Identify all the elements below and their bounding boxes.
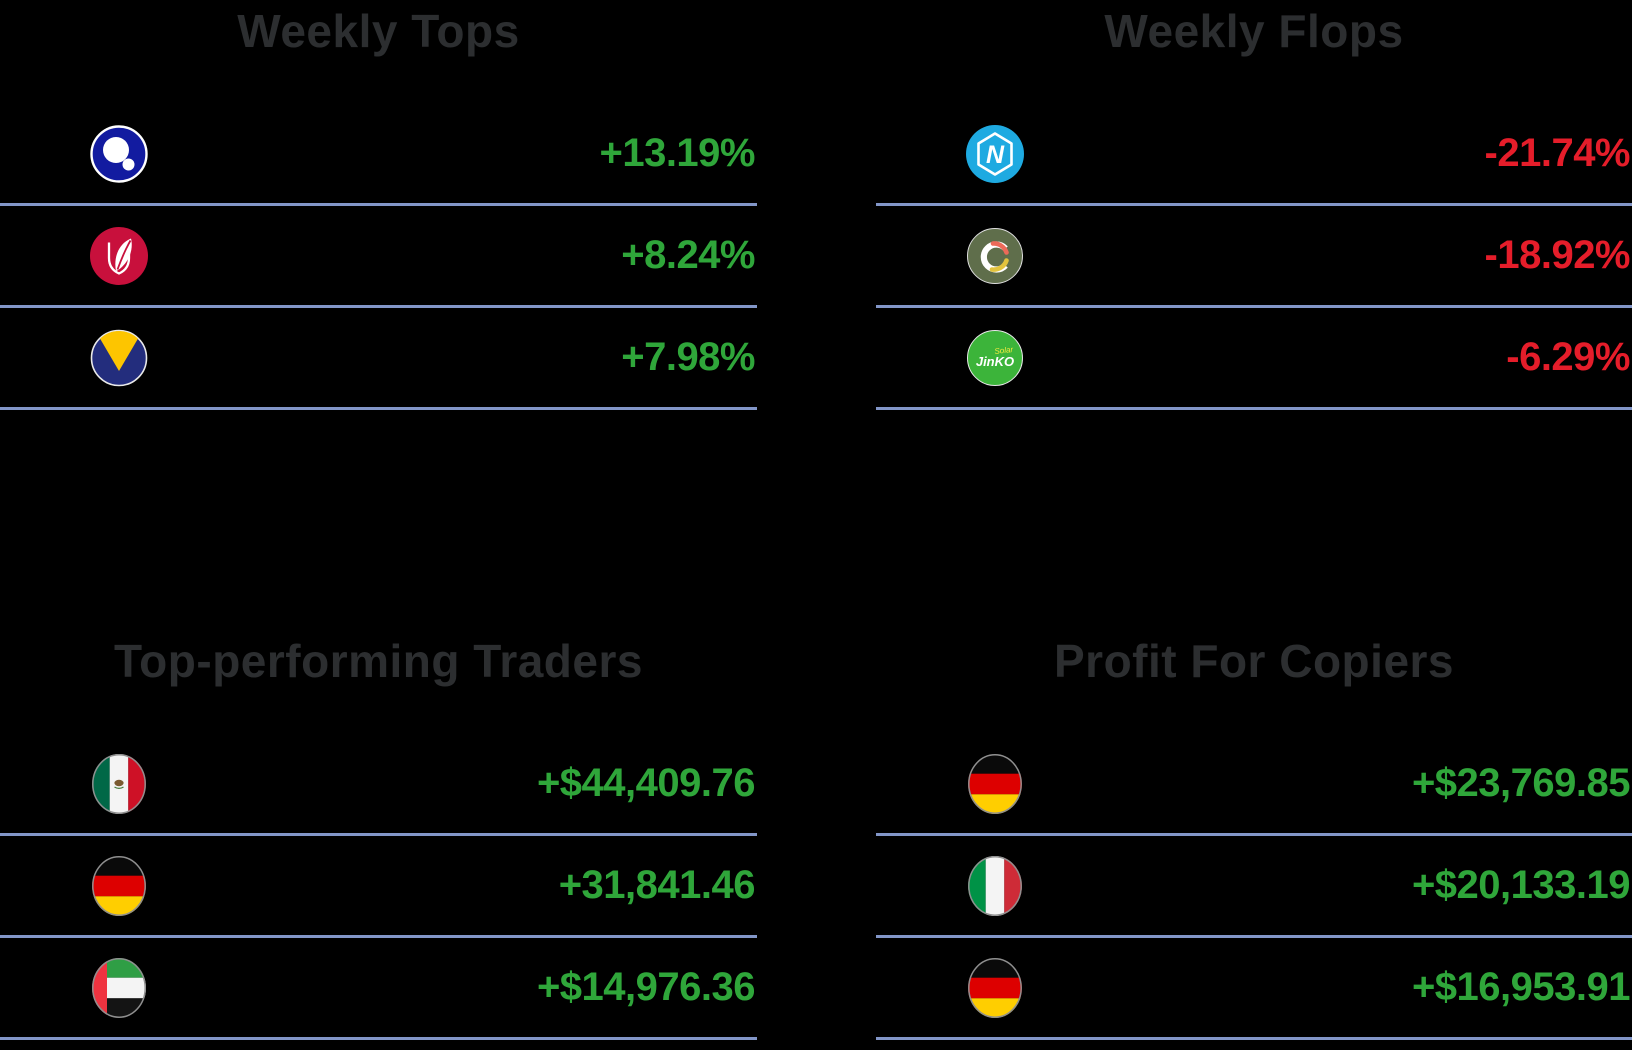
- list-item[interactable]: +$23,769.85: [876, 734, 1632, 836]
- section-title: Weekly Flops: [1104, 5, 1404, 57]
- uae-flag-icon: [89, 957, 149, 1019]
- svg-text:Solar: Solar: [994, 345, 1014, 356]
- weekly-flops-list: N -21.74% -18.92%: [876, 104, 1632, 410]
- list-item[interactable]: +$14,976.36: [0, 938, 757, 1040]
- list-item[interactable]: +$44,409.76: [0, 734, 757, 836]
- list-item[interactable]: +8.24%: [0, 206, 757, 308]
- svg-text:JinKO: JinKO: [976, 354, 1014, 369]
- shield-leaf-logo-icon: [89, 225, 149, 287]
- n-hexagon-logo-icon: N: [965, 123, 1025, 185]
- change-percent: +7.98%: [621, 335, 755, 379]
- change-percent: -21.74%: [1484, 131, 1631, 175]
- list-item[interactable]: +31,841.46: [0, 836, 757, 938]
- multicolor-c-logo-icon: [965, 225, 1025, 287]
- change-percent: -18.92%: [1484, 233, 1631, 277]
- profit-copiers-list: +$23,769.85 +$20,133.19: [876, 734, 1632, 1040]
- yellow-v-logo-icon: [89, 327, 149, 389]
- italy-flag-icon: [965, 855, 1025, 917]
- list-item[interactable]: +$20,133.19: [876, 836, 1632, 938]
- germany-flag-icon: [89, 855, 149, 917]
- section-title: Profit For Copiers: [1053, 635, 1455, 687]
- profit-amount: +$23,769.85: [1411, 761, 1631, 805]
- change-percent: -6.29%: [1506, 335, 1630, 379]
- germany-flag-icon: [965, 957, 1025, 1019]
- top-traders-list: +$44,409.76 +31,841.46: [0, 734, 757, 1040]
- list-item[interactable]: N -21.74%: [876, 104, 1632, 206]
- jinko-solar-logo-icon: Solar JinKO: [965, 327, 1025, 389]
- weekly-tops-section: Weekly Tops +13.19%: [0, 0, 757, 630]
- profit-amount: +$16,953.91: [1411, 965, 1631, 1009]
- change-percent: +13.19%: [599, 131, 755, 175]
- blue-dots-logo-icon: [89, 123, 149, 185]
- profit-amount: +31,841.46: [558, 863, 756, 907]
- list-item[interactable]: +$16,953.91: [876, 938, 1632, 1040]
- weekly-tops-list: +13.19% +8.24%: [0, 104, 757, 410]
- profit-amount: +$14,976.36: [536, 965, 756, 1009]
- list-item[interactable]: -18.92%: [876, 206, 1632, 308]
- list-item[interactable]: +13.19%: [0, 104, 757, 206]
- svg-text:N: N: [986, 141, 1005, 169]
- top-traders-section: Top-performing Traders: [0, 630, 757, 1050]
- mexico-flag-icon: [89, 753, 149, 815]
- germany-flag-icon: [965, 753, 1025, 815]
- profit-copiers-section: Profit For Copiers +$23,769.85: [876, 630, 1632, 1050]
- list-item[interactable]: Solar JinKO -6.29%: [876, 308, 1632, 410]
- list-item[interactable]: +7.98%: [0, 308, 757, 410]
- weekly-flops-section: Weekly Flops N -21.74%: [876, 0, 1632, 630]
- section-title: Top-performing Traders: [114, 635, 643, 687]
- section-title: Weekly Tops: [237, 5, 520, 57]
- profit-amount: +$20,133.19: [1411, 863, 1631, 907]
- change-percent: +8.24%: [621, 233, 755, 277]
- profit-amount: +$44,409.76: [536, 761, 756, 805]
